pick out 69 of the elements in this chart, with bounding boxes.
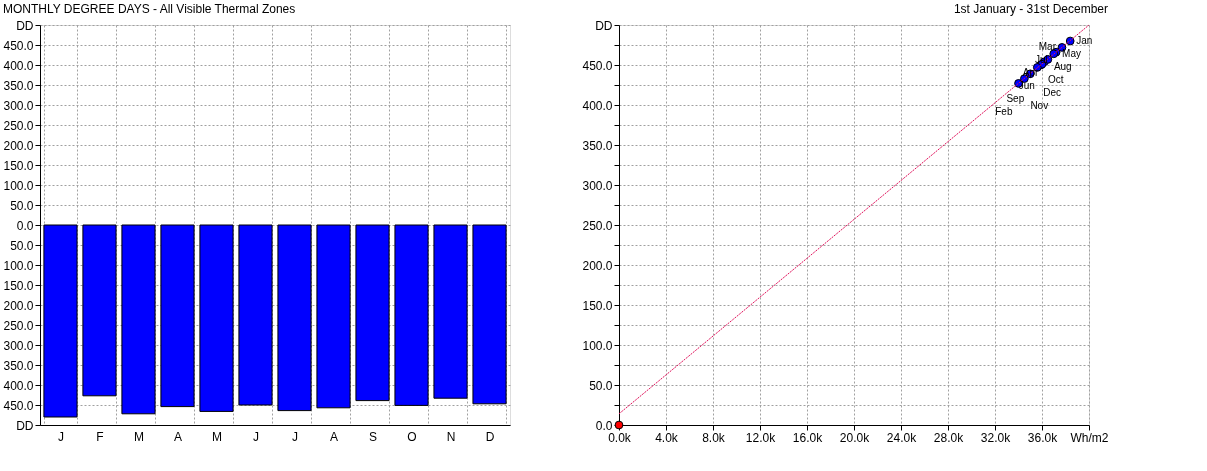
- y-tick-label: 50.0: [10, 238, 34, 253]
- y-tick-label: DD: [16, 18, 34, 33]
- y-tick-label: 350.0: [582, 138, 613, 153]
- annotation: Dec: [1043, 87, 1062, 98]
- x-tick-label: S: [369, 429, 378, 444]
- x-tick-label: 36.0k: [1027, 430, 1059, 445]
- x-tick-label: J: [57, 429, 64, 444]
- y-tick-label: DD: [16, 418, 34, 433]
- x-tick-label: 28.0k: [933, 430, 965, 445]
- y-tick-label: DD: [595, 18, 613, 33]
- y-tick-label: 100.0: [3, 258, 34, 273]
- x-tick-label: O: [407, 429, 417, 444]
- annotation: Mar: [1038, 41, 1057, 53]
- y-tick-label: 250.0: [3, 118, 34, 133]
- chart-title: 1st January - 31st December: [953, 2, 1108, 16]
- y-tick-label: 50.0: [589, 378, 613, 393]
- y-tick-label: 150.0: [3, 158, 34, 173]
- x-tick-label: J: [253, 429, 259, 444]
- x-tick-label: 24.0k: [886, 430, 918, 445]
- y-tick-label: 450.0: [3, 398, 34, 413]
- y-tick-label: 200.0: [3, 298, 34, 313]
- y-tick-label: 300.0: [3, 338, 34, 353]
- x-tick-label: M: [211, 429, 222, 444]
- annotation: Aug: [1053, 61, 1072, 72]
- x-tick-label: F: [96, 429, 104, 444]
- y-tick-label: 350.0: [3, 78, 34, 93]
- y-tick-label: 400.0: [582, 98, 613, 113]
- x-tick-label: D: [485, 429, 495, 444]
- y-tick-label: 300.0: [3, 98, 34, 113]
- annotation: Sep: [1006, 93, 1025, 105]
- y-tick-label: 100.0: [3, 178, 34, 193]
- y-tick-label: 100.0: [582, 338, 613, 353]
- x-tick-label: 20.0k: [839, 430, 871, 445]
- x-tick-label: 32.0k: [980, 430, 1012, 445]
- x-tick-label: N: [446, 429, 456, 444]
- x-tick-label: 12.0k: [745, 430, 777, 445]
- annotation: May: [1062, 48, 1082, 59]
- y-tick-label: 50.0: [10, 198, 34, 213]
- y-tick-label: 150.0: [3, 278, 34, 293]
- annotation: Oct: [1048, 74, 1064, 85]
- x-tick-label: 0.0k: [608, 430, 632, 445]
- y-tick-label: 350.0: [3, 358, 34, 373]
- annotation: Jul: [1034, 54, 1048, 66]
- y-tick-label: 150.0: [582, 298, 613, 313]
- y-tick-label: 0.0: [595, 418, 613, 433]
- y-tick-label: 250.0: [582, 218, 613, 233]
- y-tick-label: 250.0: [3, 318, 34, 333]
- y-tick-label: 450.0: [3, 38, 34, 53]
- x-tick-label: Wh/m2: [1070, 430, 1109, 445]
- annotation: Feb: [995, 106, 1013, 118]
- y-tick-label: 400.0: [3, 58, 34, 73]
- y-tick-label: 300.0: [582, 178, 613, 193]
- chart-title: MONTHLY DEGREE DAYS - All Visible Thermal Zones: [2, 2, 296, 16]
- x-tick-label: 4.0k: [655, 430, 679, 445]
- annotation: Apr: [1022, 67, 1040, 79]
- x-tick-label: M: [133, 429, 144, 444]
- annotation: Jun: [1018, 80, 1035, 92]
- y-tick-label: 0.0: [16, 218, 34, 233]
- y-tick-label: 200.0: [582, 258, 613, 273]
- x-tick-label: A: [173, 429, 182, 444]
- annotation: Jan: [1076, 35, 1093, 46]
- x-tick-label: A: [330, 429, 339, 444]
- annotation: Nov: [1030, 100, 1049, 111]
- x-tick-label: 16.0k: [792, 430, 824, 445]
- x-tick-label: J: [292, 429, 298, 444]
- x-tick-label: 8.0k: [702, 430, 726, 445]
- y-tick-label: 450.0: [582, 58, 613, 73]
- y-tick-label: 200.0: [3, 138, 34, 153]
- y-tick-label: 400.0: [3, 378, 34, 393]
